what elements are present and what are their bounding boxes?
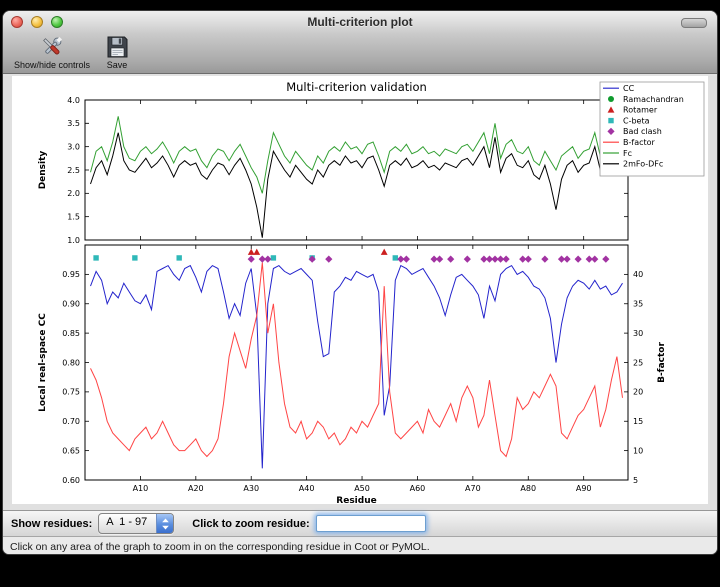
zoom-residue-input[interactable] xyxy=(315,515,426,532)
svg-text:Fc: Fc xyxy=(623,149,632,158)
density-series xyxy=(90,116,623,238)
show-residues-label: Show residues: xyxy=(11,517,93,530)
chart-title: Multi-criterion validation xyxy=(286,80,427,94)
zoom-window-button[interactable] xyxy=(51,16,63,28)
svg-text:3.5: 3.5 xyxy=(67,119,80,128)
svg-text:Ramachandran: Ramachandran xyxy=(623,95,684,104)
svg-text:0.90: 0.90 xyxy=(62,300,80,309)
zoom-residue-label: Click to zoom residue: xyxy=(192,517,310,530)
toolbar-toggle-button[interactable] xyxy=(681,18,707,28)
svg-text:A80: A80 xyxy=(520,484,536,493)
svg-text:A60: A60 xyxy=(410,484,426,493)
status-bar: Click on any area of the graph to zoom i… xyxy=(3,536,717,554)
controls-bar: Show residues: A 1 - 97 Click to zoom re… xyxy=(3,510,717,536)
save-label: Save xyxy=(106,60,128,70)
svg-text:A50: A50 xyxy=(354,484,370,493)
svg-text:A20: A20 xyxy=(188,484,204,493)
svg-text:1.5: 1.5 xyxy=(67,212,80,221)
svg-text:0.85: 0.85 xyxy=(62,329,80,338)
save-button[interactable]: Save xyxy=(98,33,136,71)
traffic-lights xyxy=(11,16,63,28)
series-2mFo-DFc xyxy=(90,132,623,238)
svg-text:0.80: 0.80 xyxy=(62,358,80,367)
series-B-factor xyxy=(90,262,623,458)
svg-text:3.0: 3.0 xyxy=(67,142,80,151)
svg-text:4.0: 4.0 xyxy=(67,96,80,105)
tools-icon xyxy=(39,34,65,60)
svg-text:2.5: 2.5 xyxy=(67,166,80,175)
svg-text:Bad clash: Bad clash xyxy=(623,127,662,136)
svg-text:0.65: 0.65 xyxy=(62,446,80,455)
svg-text:A70: A70 xyxy=(465,484,481,493)
svg-text:5: 5 xyxy=(633,476,638,485)
series-CC xyxy=(90,264,623,469)
series-Fc xyxy=(90,116,623,194)
svg-text:A30: A30 xyxy=(243,484,259,493)
residue-range-dropdown[interactable]: A 1 - 97 xyxy=(98,513,175,534)
floppy-disk-icon xyxy=(104,34,130,60)
svg-text:0.95: 0.95 xyxy=(62,270,80,279)
cc-series xyxy=(90,262,623,469)
close-button[interactable] xyxy=(11,16,23,28)
svg-text:15: 15 xyxy=(633,417,643,426)
svg-text:Rotamer: Rotamer xyxy=(623,106,658,115)
markers-rotamer xyxy=(247,248,388,255)
toolbar: Show/hide controls Save xyxy=(3,33,717,73)
window-title: Multi-criterion plot xyxy=(307,15,413,29)
svg-text:35: 35 xyxy=(633,300,643,309)
show-hide-controls-button[interactable]: Show/hide controls xyxy=(8,33,96,71)
svg-text:20: 20 xyxy=(633,388,643,397)
svg-text:CC: CC xyxy=(623,84,635,93)
status-text: Click on any area of the graph to zoom i… xyxy=(10,541,430,553)
svg-text:A90: A90 xyxy=(576,484,592,493)
svg-text:25: 25 xyxy=(633,358,643,367)
svg-text:2.0: 2.0 xyxy=(67,189,80,198)
svg-text:B-factor: B-factor xyxy=(623,138,656,147)
svg-text:40: 40 xyxy=(633,270,643,279)
title-bar[interactable]: Multi-criterion plot xyxy=(3,11,717,33)
dropdown-stepper-icon xyxy=(156,514,174,533)
residue-range-value: A 1 - 97 xyxy=(106,516,148,528)
svg-text:A10: A10 xyxy=(133,484,149,493)
bfactor-axis-label: B-factor xyxy=(657,342,667,383)
svg-text:10: 10 xyxy=(633,446,643,455)
minimize-button[interactable] xyxy=(31,16,43,28)
svg-text:1.0: 1.0 xyxy=(67,236,80,245)
show-hide-controls-label: Show/hide controls xyxy=(14,60,91,70)
residue-axis-label: Residue xyxy=(336,496,376,504)
svg-text:30: 30 xyxy=(633,329,643,338)
outlier-markers xyxy=(93,248,610,263)
svg-text:0.70: 0.70 xyxy=(62,417,80,426)
multi-criterion-plot[interactable]: Multi-criterion validation 1.0 1.5 2.0 2.5 3.… xyxy=(12,76,708,504)
cc-axis-label: Local real-space CC xyxy=(38,313,48,412)
svg-text:2mFo-DFc: 2mFo-DFc xyxy=(623,160,663,169)
density-axis-label: Density xyxy=(38,151,48,190)
app-window: Multi-criterion plot xyxy=(2,10,718,555)
svg-text:0.60: 0.60 xyxy=(62,476,80,485)
window-chrome: Multi-criterion plot xyxy=(3,11,717,74)
svg-text:A40: A40 xyxy=(299,484,315,493)
plot-panel: Multi-criterion validation 1.0 1.5 2.0 2.5 3.… xyxy=(3,76,717,510)
svg-text:0.75: 0.75 xyxy=(62,388,80,397)
svg-text:C-beta: C-beta xyxy=(623,116,650,125)
